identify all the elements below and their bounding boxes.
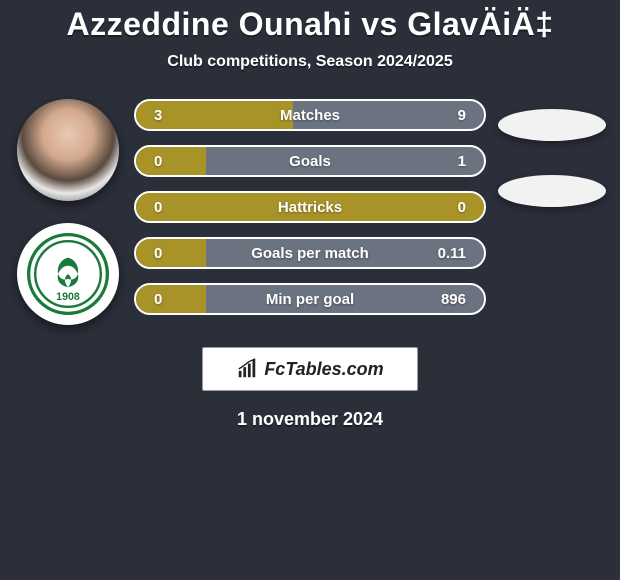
brand-label: FcTables.com [264, 359, 383, 380]
stat-left-value: 0 [154, 245, 162, 262]
stat-label: Matches [280, 107, 340, 124]
stat-left-value: 0 [154, 291, 162, 308]
chart-icon [236, 358, 258, 380]
player2-club-logo [498, 175, 606, 207]
stat-right-value: 1 [458, 153, 466, 170]
stat-bar-fill [136, 239, 206, 267]
stat-right-value: 0.11 [438, 245, 466, 262]
stat-left-value: 0 [154, 199, 162, 216]
subtitle: Club competitions, Season 2024/2025 [167, 53, 452, 71]
stat-bars: 3 Matches 9 0 Goals 1 0 Hattricks 0 0 Goals per ma… [128, 99, 492, 325]
stat-label: Min per goal [266, 291, 354, 308]
stat-left-value: 3 [154, 107, 162, 124]
left-player-column: 1908 [8, 99, 128, 325]
right-player-column [492, 99, 612, 325]
stat-label: Hattricks [278, 199, 342, 216]
club-year: 1908 [56, 291, 80, 303]
brand-box[interactable]: FcTables.com [202, 347, 418, 391]
stat-label: Goals per match [251, 245, 369, 262]
stat-right-value: 0 [458, 199, 466, 216]
player1-photo [17, 99, 119, 201]
stat-right-value: 896 [441, 291, 466, 308]
stat-left-value: 0 [154, 153, 162, 170]
stat-bar-goals-per-match: 0 Goals per match 0.11 [134, 237, 486, 269]
date: 1 november 2024 [237, 409, 383, 430]
stat-bar-matches: 3 Matches 9 [134, 99, 486, 131]
player1-club-logo: 1908 [17, 223, 119, 325]
stat-bar-fill [136, 285, 206, 313]
stats-area: 1908 3 Matches 9 0 Goals 1 0 Hattricks 0 0 Goals p… [0, 99, 620, 325]
page-title: Azzeddine Ounahi vs GlavÄiÄ‡ [67, 6, 554, 43]
stat-bar-hattricks: 0 Hattricks 0 [134, 191, 486, 223]
stat-bar-fill [136, 147, 206, 175]
stat-label: Goals [289, 153, 331, 170]
stat-bar-goals: 0 Goals 1 [134, 145, 486, 177]
stat-right-value: 9 [458, 107, 466, 124]
stat-bar-min-per-goal: 0 Min per goal 896 [134, 283, 486, 315]
player2-photo [498, 109, 606, 141]
